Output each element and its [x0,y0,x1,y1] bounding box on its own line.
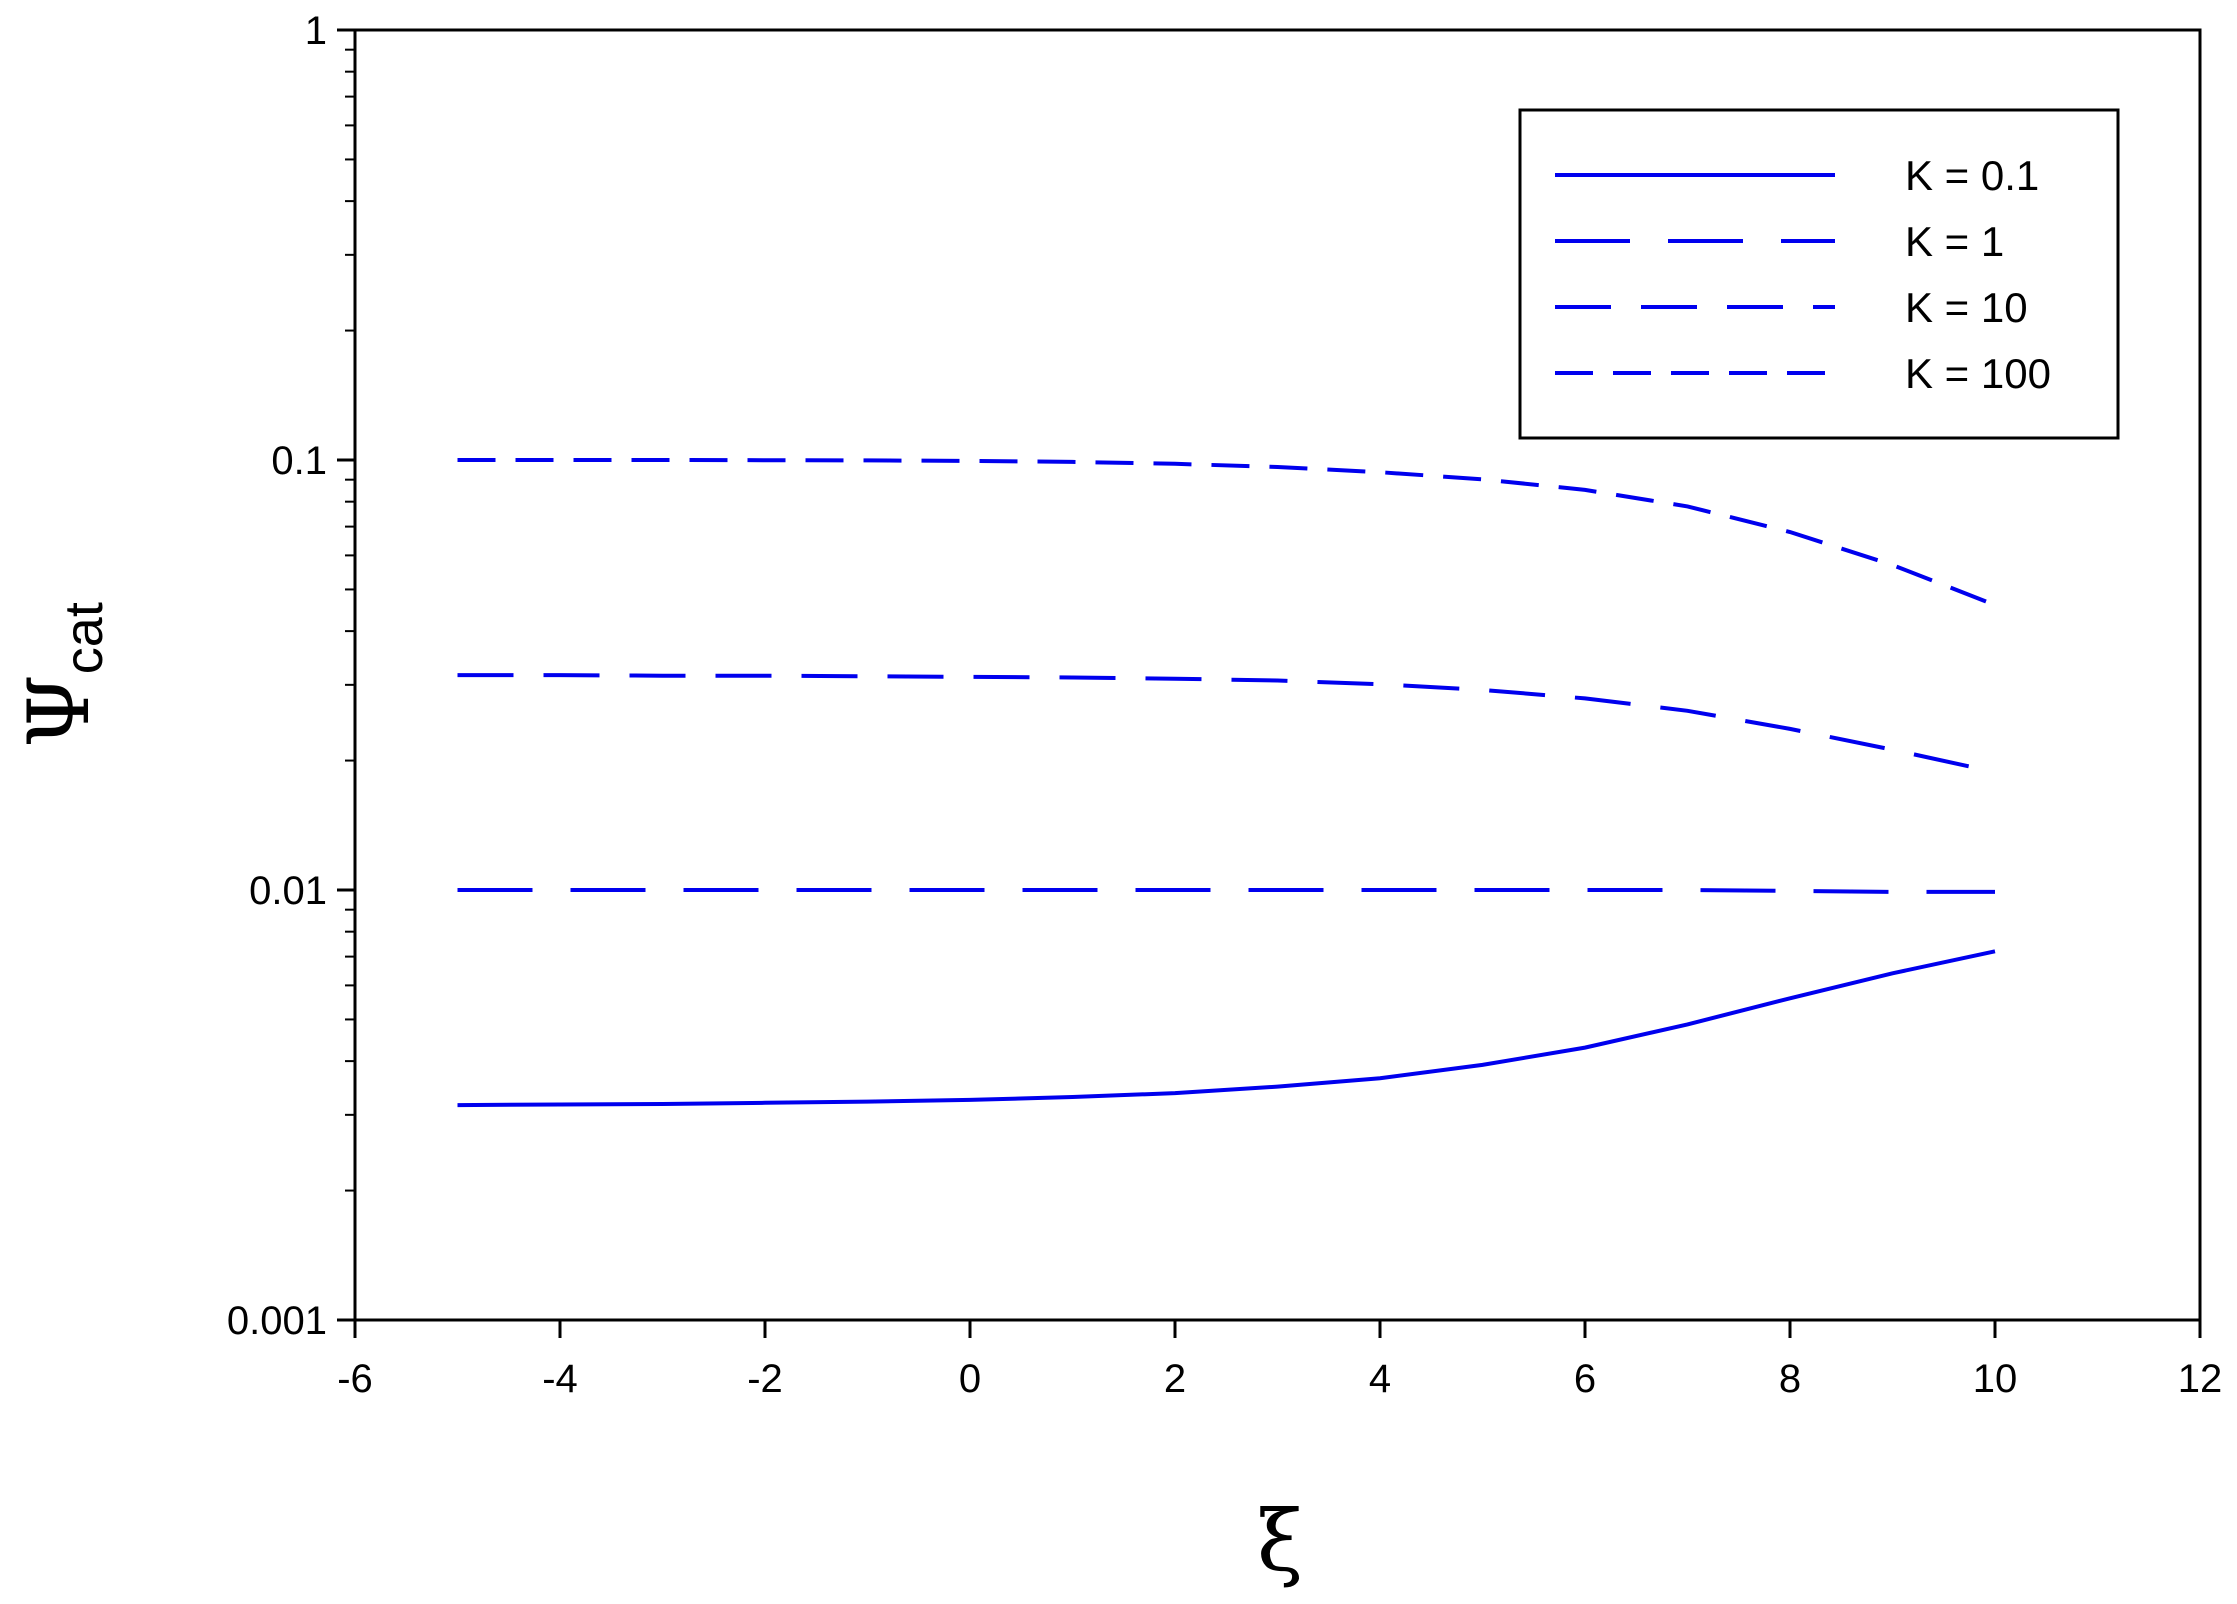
x-tick-label: 10 [1973,1357,2018,1401]
svg-text:Ψcat: Ψcat [10,602,114,748]
y-axis-title-sub: cat [54,602,114,674]
x-tick-label: 6 [1574,1357,1596,1401]
y-tick-label: 0.001 [227,1299,327,1343]
series-lines [457,458,1996,1108]
series-line-1 [457,949,1996,1108]
y-tick-label: 1 [305,9,327,53]
y-tick-label: 0.1 [271,439,327,483]
legend-label: K = 10 [1905,284,2028,331]
y-axis-title-main: Ψ [10,674,108,748]
series-line-2 [457,888,1995,894]
x-tick-label: 12 [2178,1357,2223,1401]
x-axis: -6 -4 -2 0 2 4 6 8 10 12 [337,1320,2222,1401]
y-tick-label: 0.01 [249,869,327,913]
x-tick-label: 0 [959,1357,981,1401]
legend-box [1518,108,2120,440]
y-axis: 0.001 0.01 0.1 1 [227,9,355,1343]
legend-label: K = 0.1 [1905,152,2039,199]
legend-label: K = 100 [1905,350,2051,397]
series-line-4 [457,458,1996,607]
x-tick-label: -4 [542,1357,578,1401]
plot-frame [353,28,2202,1322]
x-tick-label: -2 [747,1357,783,1401]
x-tick-label: 2 [1164,1357,1186,1401]
y-axis-title: Ψcat [10,602,114,748]
x-axis-title: ξ [1257,1492,1303,1590]
x-tick-label: 4 [1369,1357,1391,1401]
x-tick-label: 8 [1779,1357,1801,1401]
x-tick-label: -6 [337,1357,373,1401]
legend-label: K = 1 [1905,218,2004,265]
series-line-3 [457,673,1996,775]
legend: K = 0.1 K = 1 K = 10 K = 100 [1518,108,2120,440]
